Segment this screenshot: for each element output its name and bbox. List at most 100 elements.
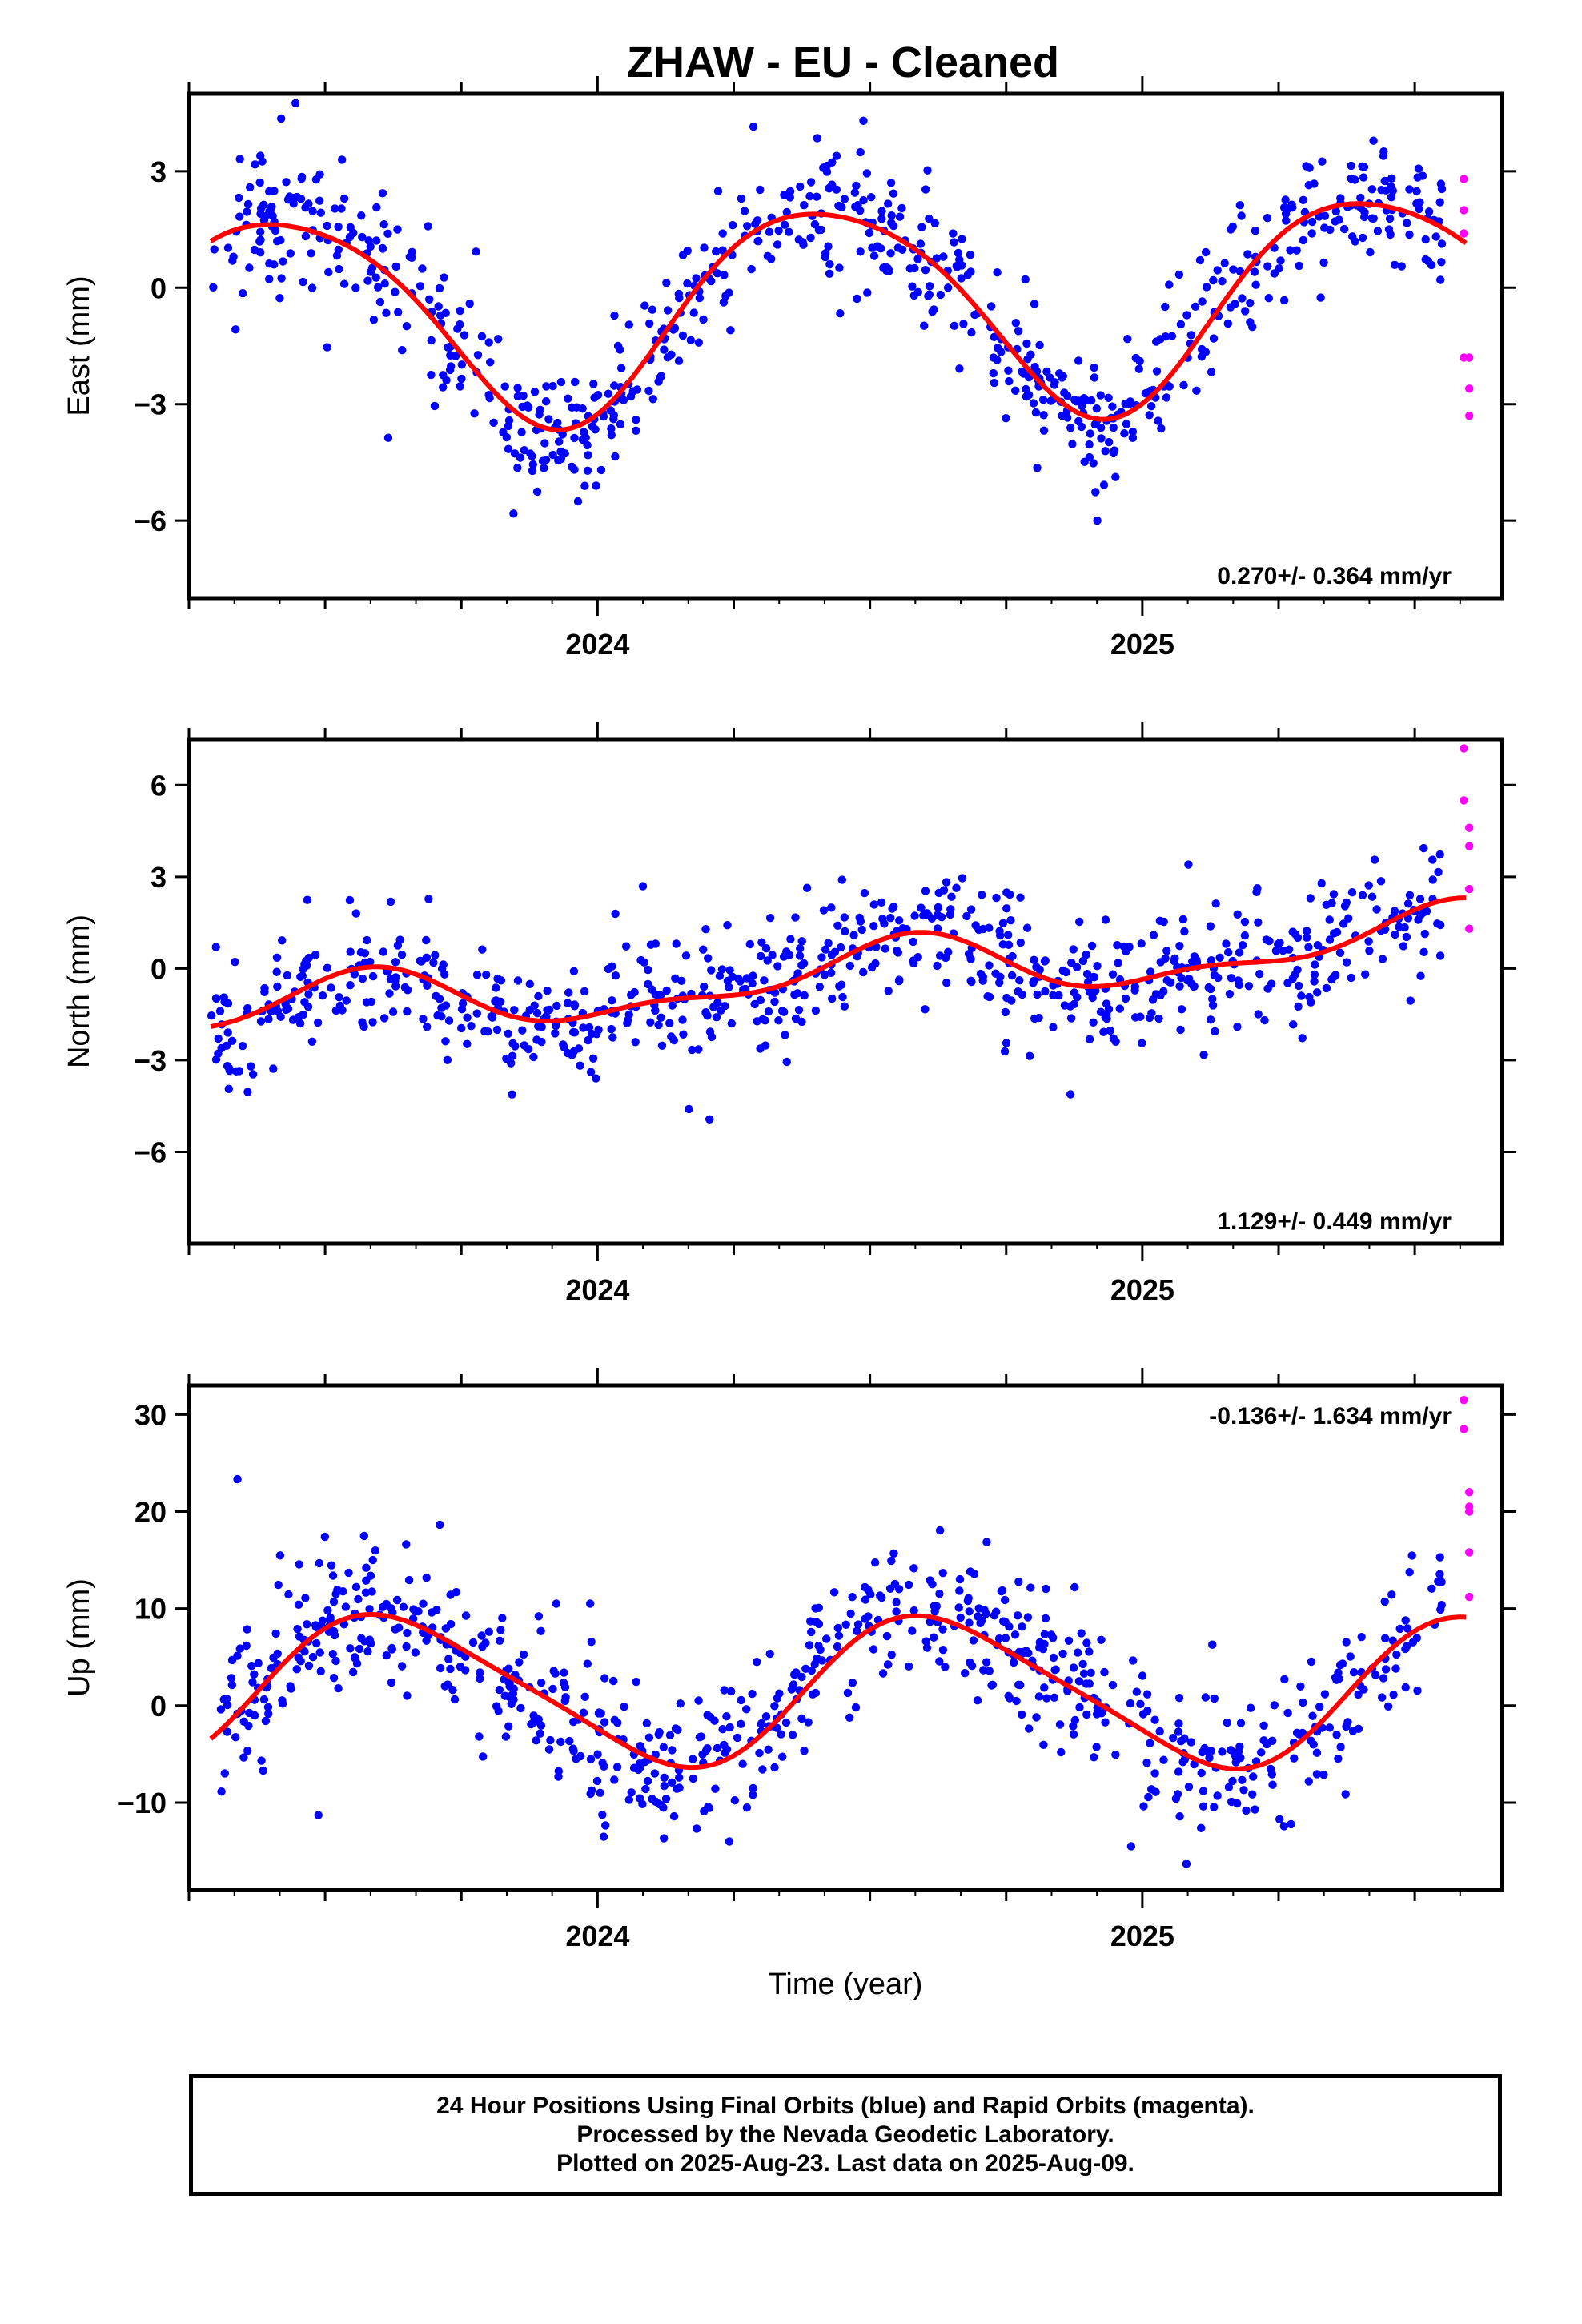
point-final-orbit bbox=[822, 1634, 831, 1643]
point-final-orbit bbox=[211, 1055, 221, 1064]
point-final-orbit bbox=[1360, 212, 1369, 222]
point-final-orbit bbox=[1246, 299, 1255, 308]
point-final-orbit bbox=[959, 320, 968, 328]
point-final-orbit bbox=[811, 1604, 820, 1613]
point-final-orbit bbox=[228, 256, 237, 265]
point-final-orbit bbox=[938, 1569, 947, 1578]
point-final-orbit bbox=[998, 919, 1008, 928]
point-final-orbit bbox=[676, 1699, 685, 1708]
point-final-orbit bbox=[1201, 1693, 1211, 1702]
point-final-orbit bbox=[1146, 1739, 1154, 1747]
point-final-orbit bbox=[504, 1029, 512, 1039]
point-final-orbit bbox=[1165, 978, 1174, 987]
point-final-orbit bbox=[548, 450, 557, 460]
point-final-orbit bbox=[542, 1011, 551, 1021]
point-final-orbit bbox=[985, 1667, 994, 1675]
point-final-orbit bbox=[569, 967, 579, 976]
point-final-orbit bbox=[668, 1746, 677, 1755]
point-final-orbit bbox=[1025, 391, 1034, 400]
point-final-orbit bbox=[433, 1011, 442, 1020]
point-final-orbit bbox=[1340, 224, 1349, 234]
point-final-orbit bbox=[926, 282, 934, 291]
point-final-orbit bbox=[883, 1660, 893, 1669]
point-final-orbit bbox=[1435, 1570, 1444, 1579]
point-final-orbit bbox=[500, 382, 509, 391]
point-final-orbit bbox=[1104, 393, 1113, 402]
point-final-orbit bbox=[643, 1776, 652, 1786]
point-final-orbit bbox=[1086, 429, 1094, 438]
point-final-orbit bbox=[256, 248, 265, 257]
point-final-orbit bbox=[345, 895, 355, 905]
point-final-orbit bbox=[508, 1090, 516, 1099]
point-final-orbit bbox=[1198, 297, 1207, 306]
point-final-orbit bbox=[877, 244, 885, 253]
point-final-orbit bbox=[749, 971, 757, 980]
point-final-orbit bbox=[1161, 332, 1170, 341]
point-final-orbit bbox=[717, 965, 727, 974]
point-final-orbit bbox=[989, 368, 998, 378]
point-final-orbit bbox=[536, 1729, 544, 1738]
point-final-orbit bbox=[1004, 366, 1013, 375]
point-final-orbit bbox=[974, 1612, 982, 1621]
point-final-orbit bbox=[231, 325, 240, 334]
point-final-orbit bbox=[295, 1019, 305, 1028]
point-final-orbit bbox=[909, 1606, 918, 1615]
point-final-orbit bbox=[985, 992, 994, 1002]
point-final-orbit bbox=[1322, 983, 1331, 993]
point-final-orbit bbox=[442, 376, 451, 384]
point-final-orbit bbox=[667, 1778, 677, 1787]
point-final-orbit bbox=[307, 249, 315, 258]
point-final-orbit bbox=[513, 976, 523, 985]
point-final-orbit bbox=[1178, 915, 1188, 924]
point-final-orbit bbox=[785, 193, 794, 202]
point-final-orbit bbox=[400, 983, 410, 992]
point-final-orbit bbox=[938, 1646, 948, 1655]
point-final-orbit bbox=[1011, 386, 1020, 395]
point-final-orbit bbox=[616, 420, 625, 428]
point-final-orbit bbox=[750, 999, 759, 1009]
point-final-orbit bbox=[264, 1015, 273, 1023]
point-final-orbit bbox=[1210, 1803, 1219, 1811]
point-final-orbit bbox=[328, 1571, 338, 1580]
point-final-orbit bbox=[1222, 939, 1231, 948]
point-final-orbit bbox=[930, 219, 940, 227]
point-final-orbit bbox=[308, 207, 317, 215]
point-final-orbit bbox=[239, 1753, 248, 1762]
point-final-orbit bbox=[1082, 950, 1090, 959]
point-final-orbit bbox=[348, 1667, 358, 1677]
point-final-orbit bbox=[866, 1590, 875, 1599]
point-final-orbit bbox=[1279, 296, 1289, 305]
point-final-orbit bbox=[573, 497, 583, 506]
point-final-orbit bbox=[339, 279, 349, 288]
point-final-orbit bbox=[941, 1663, 950, 1671]
point-final-orbit bbox=[1307, 229, 1316, 238]
point-final-orbit bbox=[422, 935, 431, 945]
point-final-orbit bbox=[558, 430, 567, 439]
point-final-orbit bbox=[1282, 216, 1291, 225]
point-final-orbit bbox=[419, 1015, 428, 1023]
point-final-orbit bbox=[501, 1732, 511, 1741]
point-final-orbit bbox=[980, 1606, 989, 1614]
point-final-orbit bbox=[846, 1609, 855, 1618]
point-final-orbit bbox=[812, 192, 821, 201]
point-final-orbit bbox=[517, 428, 526, 436]
point-final-orbit bbox=[338, 155, 347, 164]
point-final-orbit bbox=[1092, 1743, 1101, 1751]
point-final-orbit bbox=[570, 1028, 580, 1037]
point-final-orbit bbox=[1346, 1652, 1355, 1661]
point-final-orbit bbox=[1412, 187, 1421, 196]
point-final-orbit bbox=[536, 1626, 545, 1636]
point-final-orbit bbox=[243, 199, 253, 209]
point-final-orbit bbox=[294, 1653, 303, 1662]
point-final-orbit bbox=[481, 1638, 490, 1647]
point-final-orbit bbox=[388, 1007, 398, 1016]
point-final-orbit bbox=[327, 1561, 336, 1570]
point-final-orbit bbox=[631, 1038, 640, 1047]
point-final-orbit bbox=[1209, 275, 1218, 285]
point-final-orbit bbox=[947, 892, 956, 901]
point-final-orbit bbox=[1000, 1047, 1010, 1056]
point-final-orbit bbox=[1074, 356, 1083, 365]
point-final-orbit bbox=[275, 294, 284, 303]
point-final-orbit bbox=[210, 245, 219, 254]
point-final-orbit bbox=[675, 293, 684, 303]
